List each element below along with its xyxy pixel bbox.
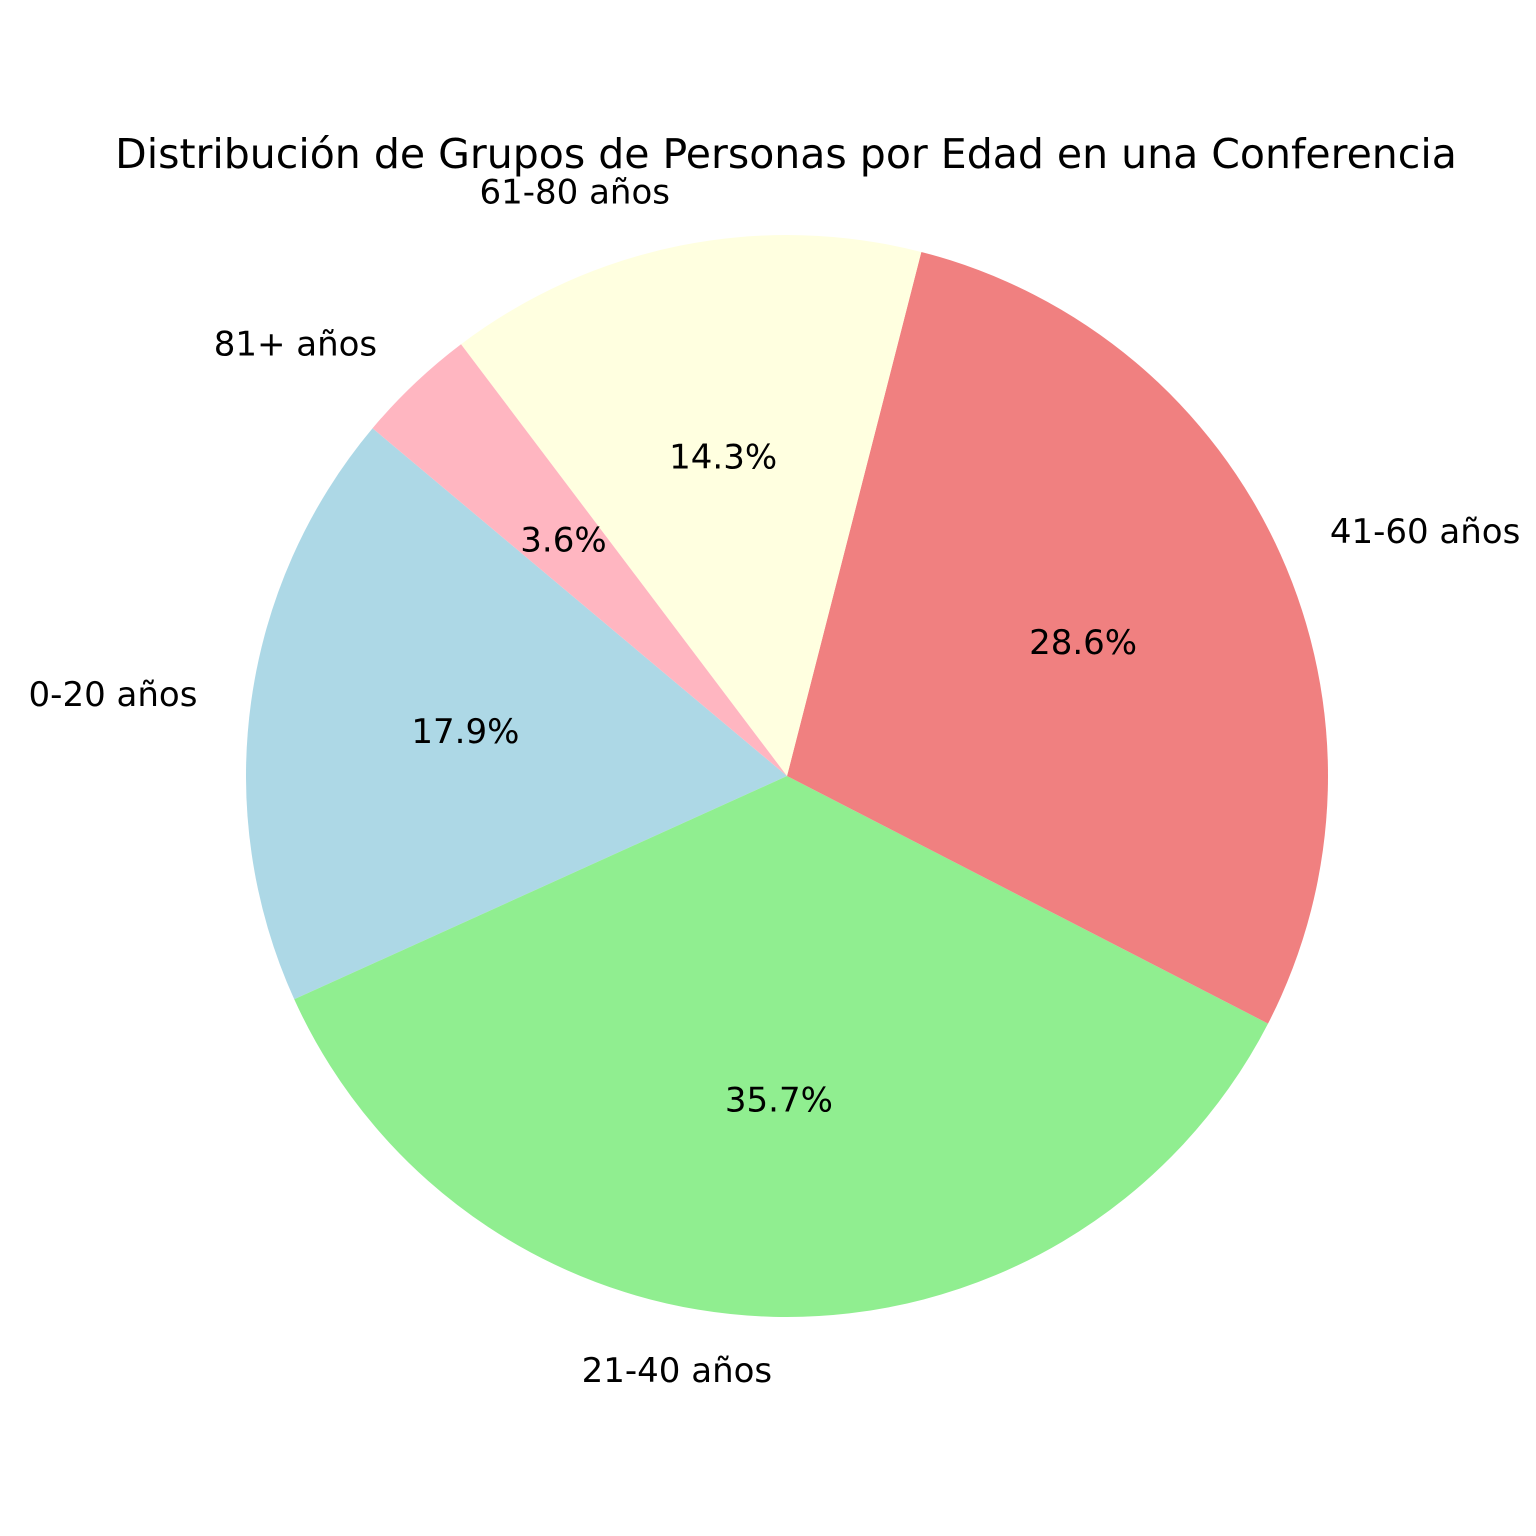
slice-label-21-40-a-os: 21-40 años [582, 1351, 773, 1391]
slice-label-61-80-a-os: 61-80 años [479, 173, 670, 213]
pie-slice-41-60-a-os [787, 251, 1328, 1024]
chart-title: Distribución de Grupos de Personas por E… [115, 130, 1457, 178]
slice-percent-0-20-a-os: 17.9% [411, 712, 519, 752]
pie-slices [245, 234, 1328, 1317]
slice-label-0-20-a-os: 0-20 años [29, 675, 198, 715]
slice-percent-81-a-os: 3.6% [520, 521, 606, 561]
pie-slice-0-20-a-os [245, 428, 787, 1000]
pie-slice-61-80-a-os [461, 234, 922, 776]
slice-percent-61-80-a-os: 14.3% [669, 438, 777, 478]
slice-label-41-60-a-os: 41-60 años [1330, 512, 1521, 552]
pie-slice-81-a-os [372, 344, 787, 776]
slice-label-81-a-os: 81+ años [214, 325, 377, 365]
pie-labels: 0-20 años 17.9% 21-40 años 35.7% 41-60 años 2… [29, 173, 1521, 1391]
slice-percent-41-60-a-os: 28.6% [1029, 623, 1137, 663]
pie-slice-21-40-a-os [294, 776, 1269, 1317]
slice-percent-21-40-a-os: 35.7% [725, 1080, 833, 1120]
